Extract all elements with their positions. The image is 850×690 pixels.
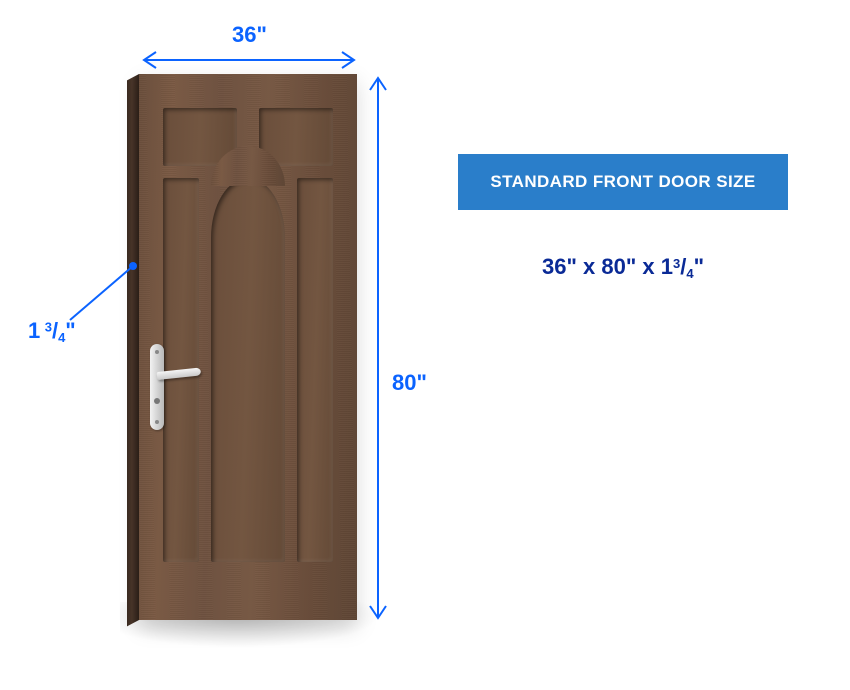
diagram-stage: 36" 80" 1 3/4" STANDARD FRONT DOOR SIZE …	[0, 0, 850, 690]
thickness-leader	[0, 0, 850, 690]
